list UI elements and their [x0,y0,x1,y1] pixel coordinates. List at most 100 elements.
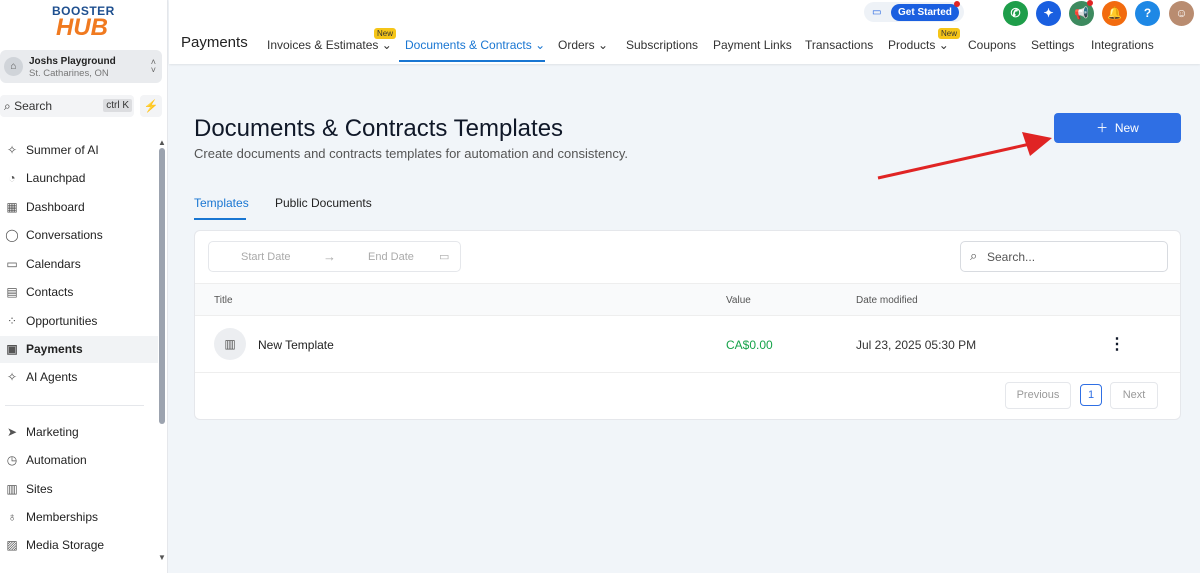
tab-label: Integrations [1091,38,1154,52]
tab-label: Transactions [805,38,874,52]
bell-icon[interactable]: 🔔 [1102,1,1127,26]
image-icon: ▨ [6,538,18,552]
new-badge: New [938,28,961,39]
new-label: New [1114,121,1139,135]
dashboard-icon: ▦ [6,200,18,214]
sites-icon: ▥ [6,482,18,496]
sparkle-icon: ✧ [6,143,18,157]
template-date: Jul 23, 2025 05:30 PM [856,338,977,352]
sidebar-item-label: AI Agents [26,370,78,384]
notification-dot [1087,0,1093,6]
page-title: Documents & Contracts Templates [194,115,564,142]
sidebar-item-opportunities[interactable]: ⁘ Opportunities [0,308,158,335]
table-row[interactable]: ▥ New Template CA$0.00 Jul 23, 2025 05:3… [195,316,1180,373]
start-date-input[interactable]: Start Date [241,251,291,263]
sidebar-item-label: Dashboard [26,200,85,214]
sidebar-item-calendars[interactable]: ▭ Calendars [0,251,158,278]
search-icon: ⌕ [970,248,978,263]
quick-action-bolt-icon[interactable]: ⚡ [140,95,162,117]
scroll-down-icon[interactable]: ▼ [158,553,166,562]
account-switcher[interactable]: ⌂ Joshs Playground St. Catharines, ON ˄ ˅ [0,50,162,83]
tab-settings[interactable]: Settings [1031,38,1074,52]
sidebar-item-summer-of-ai[interactable]: ✧ Summer of AI [0,137,158,164]
sidebar-item-label: Contacts [26,285,74,299]
scroll-up-icon[interactable]: ▲ [158,138,166,147]
sidebar-item-media-storage[interactable]: ▨ Media Storage [0,532,158,559]
tab-public-documents[interactable]: Public Documents [275,196,372,210]
tab-orders[interactable]: Orders ⌄ [558,38,608,52]
top-nav: Payments Invoices & Estimates ⌄ New Docume… [169,0,1200,64]
scrollbar[interactable] [159,148,165,424]
sidebar-item-label: Summer of AI [26,143,99,157]
tab-label: Payment Links [713,38,792,52]
sidebar-item-sites[interactable]: ▥ Sites [0,476,158,503]
arrow-right-icon: → [323,249,336,264]
divider [5,405,144,406]
page-1-button[interactable]: 1 [1080,384,1102,406]
tab-integrations[interactable]: Integrations [1091,38,1154,52]
tab-coupons[interactable]: Coupons [968,38,1016,52]
tab-subscriptions[interactable]: Subscriptions [626,38,698,52]
sidebar-item-marketing[interactable]: ➤ Marketing [0,419,158,446]
sidebar-item-contacts[interactable]: ▤ Contacts [0,279,158,306]
tab-invoices-estimates[interactable]: Invoices & Estimates ⌄ [267,38,392,52]
date-range-picker[interactable]: Start Date → End Date ▭ [208,241,461,272]
location-icon: ⌂ [4,57,23,76]
next-page-button[interactable]: Next [1110,382,1158,409]
search-input[interactable]: ⌕ Search... [960,241,1168,272]
help-icon[interactable]: ? [1135,1,1160,26]
payments-icon: ▣ [6,342,18,356]
tab-label: Subscriptions [626,38,699,52]
sidebar-item-label: Marketing [26,425,79,439]
sidebar-item-payments[interactable]: ▣ Payments [0,336,158,363]
avatar[interactable]: ☺ [1169,1,1194,26]
new-template-button[interactable]: ＋ New [1054,113,1181,143]
get-started-button[interactable]: Get Started [891,4,959,21]
tab-label: Settings [1031,38,1075,52]
previous-page-button[interactable]: Previous [1005,382,1071,409]
tab-payment-links[interactable]: Payment Links [713,38,792,52]
search-label: Search [14,99,53,113]
chevron-down-icon: ⌄ [598,38,609,52]
sidebar-item-label: Automation [26,453,87,467]
get-started-widget[interactable]: ▭ Get Started [864,1,964,22]
sidebar-item-automation[interactable]: ◷ Automation [0,447,158,474]
sidebar-item-memberships[interactable]: ♁ Memberships [0,504,158,531]
opportunities-icon: ⁘ [6,314,18,328]
notification-dot [954,1,960,7]
logo[interactable]: BOOSTER HUB [52,4,115,41]
template-title[interactable]: New Template [258,338,334,352]
chevron-down-icon: ⌄ [938,38,949,52]
search-button[interactable]: ⌕ Search ctrl K [0,95,134,117]
sidebar-item-label: Sites [26,482,53,496]
calendar-icon: ▭ [439,251,450,263]
more-options-icon[interactable]: ⋮ [1109,336,1125,353]
tab-label: Coupons [968,38,1017,52]
tab-label: Products [888,38,936,52]
tab-products[interactable]: Products ⌄ [888,38,949,52]
sidebar-item-label: Launchpad [26,171,86,185]
chevron-updown-icon: ˄ ˅ [150,57,156,75]
ai-sparkle-icon[interactable]: ✦ [1036,1,1061,26]
sidebar-item-label: Memberships [26,510,99,524]
end-date-input[interactable]: End Date [368,251,414,263]
memberships-icon: ♁ [7,510,17,524]
column-value: Value [726,295,751,306]
card-icon: ▭ [872,7,882,18]
shortcut-badge: ctrl K [103,99,132,112]
sidebar-item-ai-agents[interactable]: ✧ AI Agents [0,364,158,391]
tab-label: Invoices & Estimates [267,38,379,52]
tab-documents-contracts[interactable]: Documents & Contracts ⌄ [405,38,545,52]
tab-templates[interactable]: Templates [194,196,249,210]
tab-transactions[interactable]: Transactions [805,38,873,52]
sidebar-item-label: Opportunities [26,314,98,328]
table-header: Title Value Date modified [195,283,1180,316]
sidebar-item-label: Conversations [26,228,103,242]
sidebar-item-conversations[interactable]: ◯ Conversations [0,222,158,249]
sidebar-item-dashboard[interactable]: ▦ Dashboard [0,194,158,221]
section-title: Payments [181,34,248,51]
tab-label: Orders [558,38,595,52]
phone-icon[interactable]: ✆ [1003,1,1028,26]
automation-icon: ◷ [6,453,18,467]
sidebar-item-launchpad[interactable]: ◔ Launchpad [0,165,158,192]
